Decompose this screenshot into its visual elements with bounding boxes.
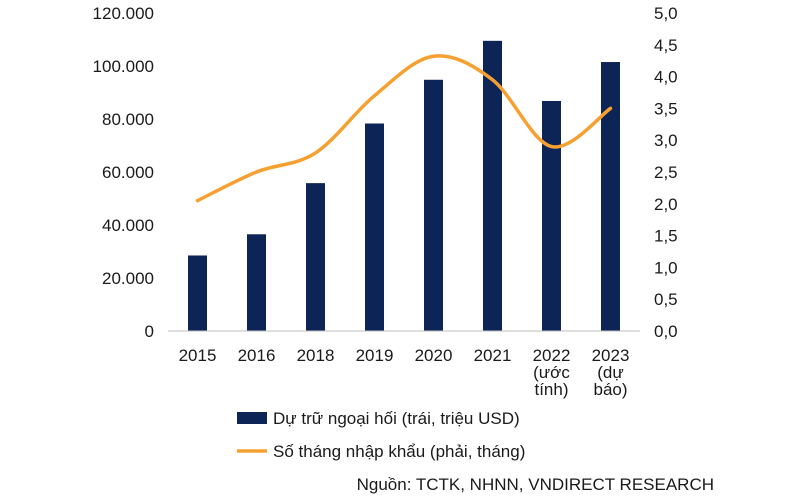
right-axis-tick-label: 2,0 (654, 195, 678, 214)
source-note: Nguồn: TCTK, NHNN, VNDIRECT RESEARCH (357, 475, 714, 494)
left-axis-tick-label: 120.000 (93, 4, 154, 23)
right-axis-tick-label: 3,5 (654, 99, 678, 118)
left-axis-tick-label: 20.000 (102, 269, 154, 288)
right-axis-tick-label: 4,0 (654, 68, 678, 87)
right-axis-tick-label: 0,0 (654, 322, 678, 341)
right-axis-tick-label: 3,0 (654, 131, 678, 150)
legend-swatch-bar (237, 412, 267, 424)
line-series (195, 54, 613, 203)
line-path (195, 54, 613, 203)
legend-label-bar: Dự trữ ngoại hối (trái, triệu USD) (273, 409, 520, 428)
legend: Dự trữ ngoại hối (trái, triệu USD) Số th… (237, 409, 525, 461)
left-axis-tick-label: 60.000 (102, 163, 154, 182)
x-axis-tick-label: 2015 (179, 346, 217, 365)
x-axis: 2015 2016 2018 2019 2020 2021 2022 (ước tính) 202… (179, 346, 630, 399)
bar-series (188, 40, 620, 332)
right-axis-tick-label: 2,5 (654, 163, 678, 182)
bar (601, 62, 620, 332)
bar (365, 123, 384, 331)
x-axis-tick-label: 2023 (dự báo) (592, 346, 630, 399)
left-axis-tick-label: 80.000 (102, 110, 154, 129)
right-axis-tick-label: 4,5 (654, 36, 678, 55)
right-y-axis: 0,0 0,5 1,0 1,5 2,0 2,5 3,0 3,5 4,0 4,5 5,0 (654, 4, 678, 341)
legend-label-line: Số tháng nhập khẩu (phải, tháng) (273, 442, 525, 461)
right-axis-tick-label: 5,0 (654, 4, 678, 23)
x-axis-tick-label: 2016 (238, 346, 276, 365)
x-axis-tick-label: 2021 (474, 346, 512, 365)
bar (424, 79, 443, 331)
left-axis-tick-label: 100.000 (93, 57, 154, 76)
right-axis-tick-label: 1,0 (654, 258, 678, 277)
left-y-axis: 0 20.000 40.000 60.000 80.000 100.000 120.000 (93, 4, 154, 341)
bar (188, 255, 207, 331)
right-axis-tick-label: 1,5 (654, 227, 678, 246)
bar (306, 183, 325, 331)
right-axis-tick-label: 0,5 (654, 290, 678, 309)
bar (542, 100, 561, 331)
left-axis-tick-label: 40.000 (102, 216, 154, 235)
left-axis-tick-label: 0 (145, 322, 154, 341)
x-axis-tick-label: 2022 (ước tính) (533, 346, 571, 399)
bar (247, 234, 266, 331)
x-axis-tick-label: 2019 (356, 346, 394, 365)
x-axis-tick-label: 2018 (297, 346, 335, 365)
bar (483, 40, 502, 331)
x-axis-tick-label: 2020 (415, 346, 453, 365)
